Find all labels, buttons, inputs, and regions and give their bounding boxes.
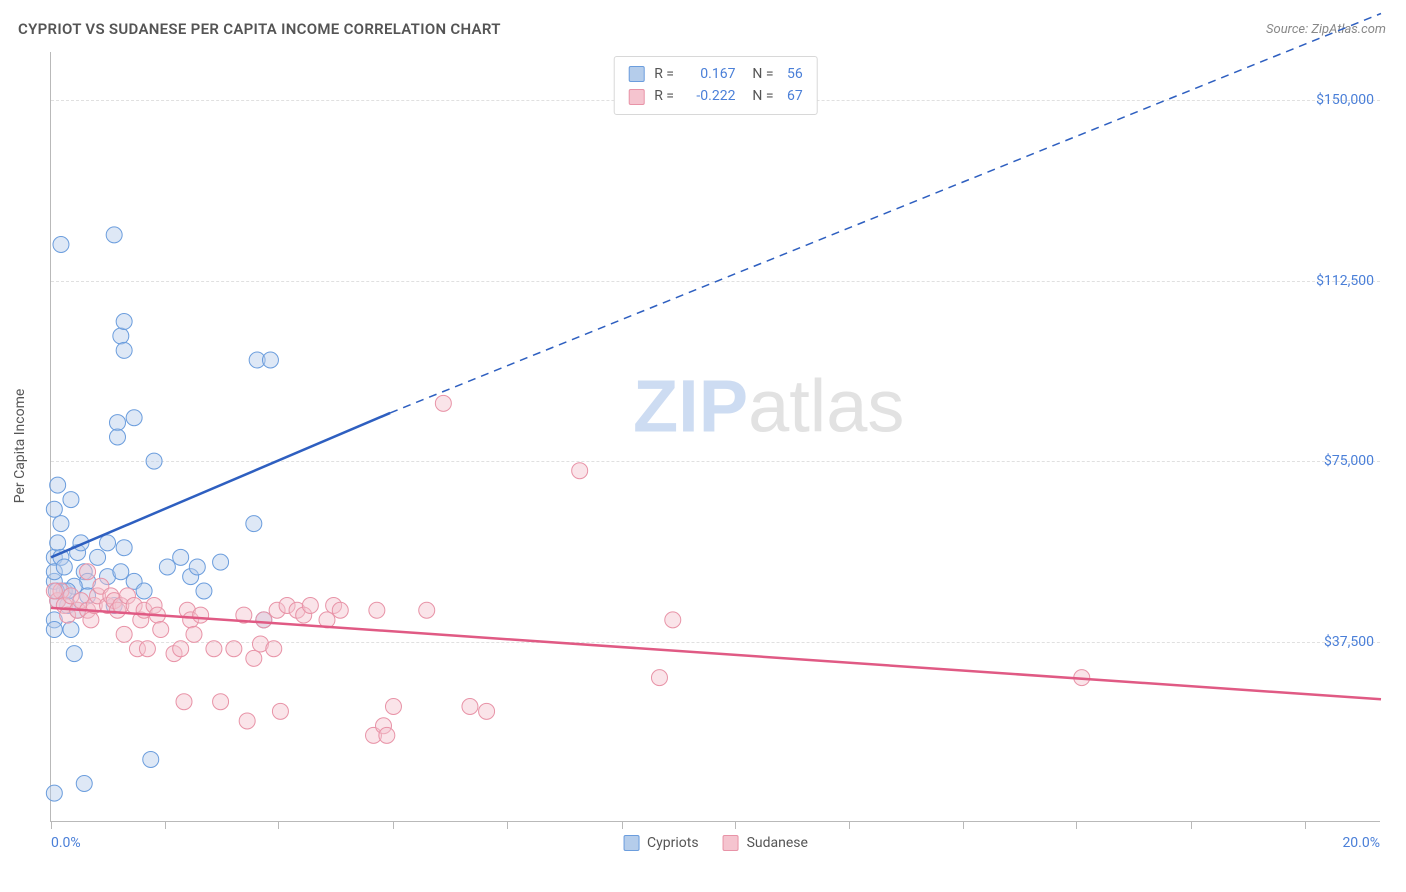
data-point bbox=[189, 559, 205, 575]
data-point bbox=[239, 713, 255, 729]
x-tick bbox=[51, 821, 52, 829]
y-axis-title: Per Capita Income bbox=[12, 389, 28, 504]
data-point bbox=[116, 540, 132, 556]
legend-bottom: Cypriots Sudanese bbox=[623, 835, 808, 851]
x-axis-max-label: 20.0% bbox=[1342, 835, 1380, 851]
data-point bbox=[53, 237, 69, 253]
data-point bbox=[462, 699, 478, 715]
data-point bbox=[126, 410, 142, 426]
data-point bbox=[46, 501, 62, 517]
data-point bbox=[50, 535, 66, 551]
source-attribution: Source: ZipAtlas.com bbox=[1266, 22, 1386, 37]
legend-item-sudanese: Sudanese bbox=[723, 835, 808, 851]
data-point bbox=[246, 516, 262, 532]
data-point bbox=[272, 703, 288, 719]
x-tick bbox=[1076, 821, 1077, 829]
data-point bbox=[100, 535, 116, 551]
data-point bbox=[63, 622, 79, 638]
data-point bbox=[193, 607, 209, 623]
stats-row-sudanese: R = -0.222 N = 67 bbox=[628, 85, 803, 107]
data-point bbox=[176, 694, 192, 710]
data-point bbox=[173, 549, 189, 565]
data-point bbox=[385, 699, 401, 715]
data-point bbox=[53, 516, 69, 532]
x-tick bbox=[393, 821, 394, 829]
swatch-icon bbox=[723, 835, 739, 851]
data-point bbox=[379, 727, 395, 743]
scatter-svg bbox=[51, 52, 1380, 821]
stats-legend-box: R = 0.167 N = 56 R = -0.222 N = 67 bbox=[613, 56, 818, 115]
data-point bbox=[153, 622, 169, 638]
data-point bbox=[572, 463, 588, 479]
legend-item-cypriots: Cypriots bbox=[623, 835, 699, 851]
data-point bbox=[106, 227, 122, 243]
data-point bbox=[90, 549, 106, 565]
x-tick bbox=[1191, 821, 1192, 829]
data-point bbox=[665, 612, 681, 628]
data-point bbox=[113, 564, 129, 580]
data-point bbox=[66, 646, 82, 662]
data-point bbox=[246, 650, 262, 666]
data-point bbox=[226, 641, 242, 657]
x-tick bbox=[963, 821, 964, 829]
x-tick bbox=[1305, 821, 1306, 829]
trend-line-extrapolated bbox=[390, 14, 1381, 413]
data-point bbox=[651, 670, 667, 686]
data-point bbox=[110, 429, 126, 445]
data-point bbox=[110, 415, 126, 431]
data-point bbox=[435, 395, 451, 411]
data-point bbox=[56, 559, 72, 575]
data-point bbox=[116, 626, 132, 642]
data-point bbox=[213, 694, 229, 710]
data-point bbox=[262, 352, 278, 368]
data-point bbox=[479, 703, 495, 719]
data-point bbox=[302, 597, 318, 613]
data-point bbox=[146, 453, 162, 469]
data-point bbox=[50, 477, 66, 493]
swatch-icon bbox=[628, 89, 644, 105]
swatch-icon bbox=[623, 835, 639, 851]
data-point bbox=[266, 641, 282, 657]
x-tick bbox=[278, 821, 279, 829]
data-point bbox=[46, 622, 62, 638]
trend-line bbox=[51, 413, 390, 557]
data-point bbox=[76, 776, 92, 792]
x-tick bbox=[507, 821, 508, 829]
data-point bbox=[46, 785, 62, 801]
chart-title: CYPRIOT VS SUDANESE PER CAPITA INCOME CO… bbox=[18, 20, 501, 38]
x-tick bbox=[165, 821, 166, 829]
data-point bbox=[143, 751, 159, 767]
data-point bbox=[256, 612, 272, 628]
data-point bbox=[196, 583, 212, 599]
x-tick bbox=[735, 821, 736, 829]
data-point bbox=[419, 602, 435, 618]
data-point bbox=[116, 342, 132, 358]
data-point bbox=[46, 583, 62, 599]
data-point bbox=[186, 626, 202, 642]
data-point bbox=[83, 612, 99, 628]
x-tick bbox=[849, 821, 850, 829]
data-point bbox=[213, 554, 229, 570]
data-point bbox=[116, 314, 132, 330]
data-point bbox=[159, 559, 175, 575]
data-point bbox=[206, 641, 222, 657]
data-point bbox=[136, 583, 152, 599]
plot-area: $37,500$75,000$112,500$150,000 ZIPatlas … bbox=[50, 52, 1380, 822]
stats-row-cypriots: R = 0.167 N = 56 bbox=[628, 63, 803, 85]
data-point bbox=[139, 641, 155, 657]
x-axis-min-label: 0.0% bbox=[51, 835, 81, 851]
swatch-icon bbox=[628, 66, 644, 82]
x-tick bbox=[622, 821, 623, 829]
data-point bbox=[369, 602, 385, 618]
data-point bbox=[113, 328, 129, 344]
data-point bbox=[332, 602, 348, 618]
data-point bbox=[80, 564, 96, 580]
data-point bbox=[173, 641, 189, 657]
data-point bbox=[63, 492, 79, 508]
